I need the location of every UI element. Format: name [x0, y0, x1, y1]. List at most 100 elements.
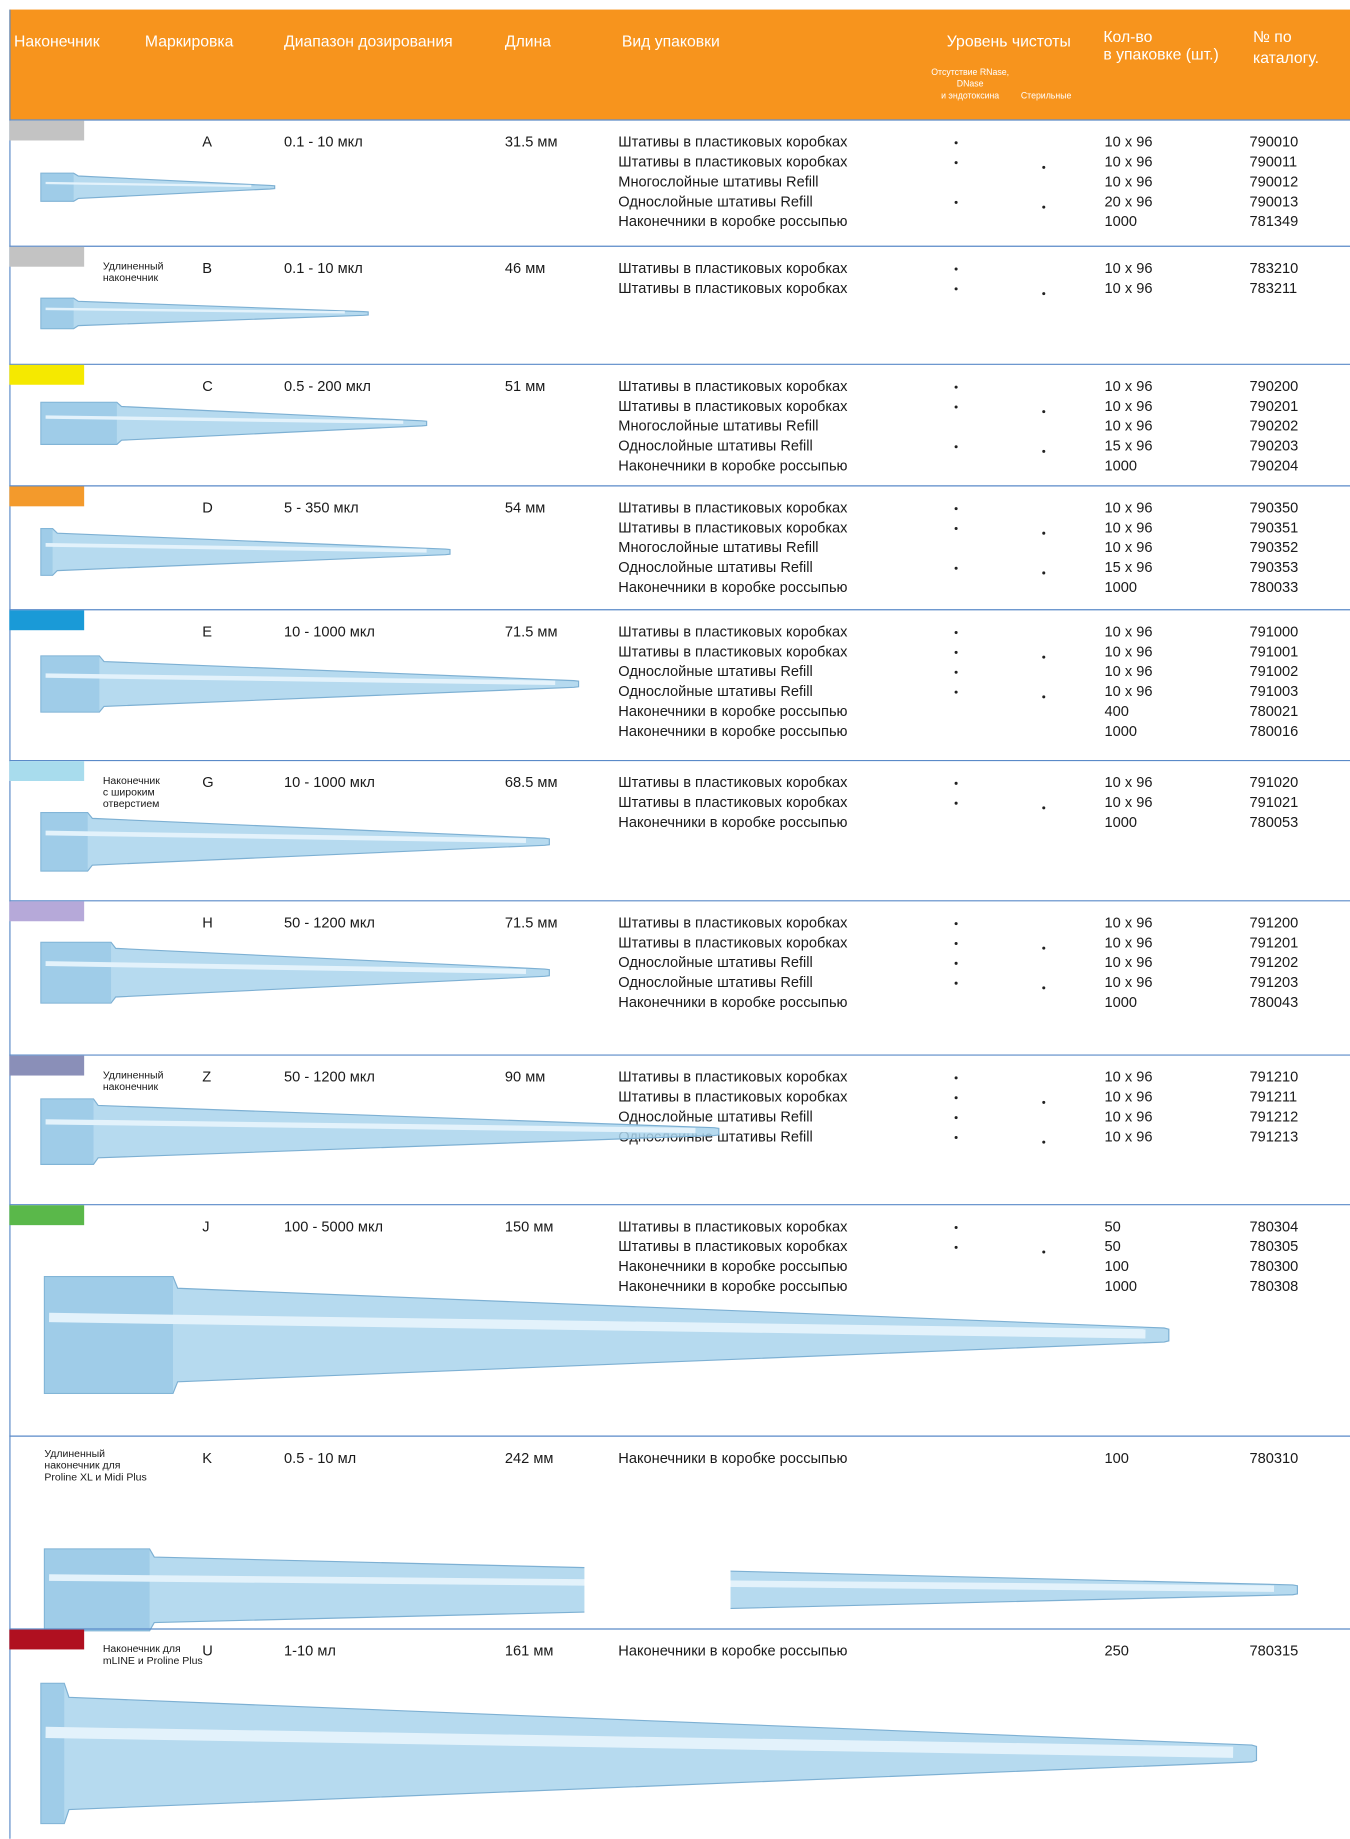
quantity: 10 x 96: [1105, 1070, 1153, 1086]
pipette-tip: [40, 172, 276, 202]
catalog-number: 790011: [1249, 155, 1297, 171]
rnase-dot: [954, 287, 958, 291]
catalog-number: 791020: [1249, 775, 1298, 791]
catalog-number: 791200: [1249, 915, 1298, 931]
package-type: Наконечники в коробке россыпью: [618, 724, 847, 740]
header-rnase: DNase: [957, 79, 984, 89]
sterile-dot: [1042, 946, 1046, 950]
tip-break: [584, 1546, 731, 1634]
range: 0.5 - 10 мл: [284, 1451, 356, 1467]
package-type: Штативы в пластиковых коробках: [618, 501, 848, 517]
catalog-number: 790350: [1249, 501, 1298, 517]
package-type: Штативы в пластиковых коробках: [618, 1090, 848, 1106]
sterile-dot: [1042, 449, 1046, 453]
marking: K: [202, 1451, 212, 1467]
catalog-number: 780016: [1249, 724, 1298, 740]
range: 10 - 1000 мкл: [284, 775, 375, 791]
quantity: 1000: [1105, 458, 1138, 474]
quantity: 10 x 96: [1105, 975, 1153, 991]
catalog-number: 791021: [1249, 795, 1298, 811]
package-type: Штативы в пластиковых коробках: [618, 915, 848, 931]
color-swatch: [9, 1205, 85, 1226]
range: 10 - 1000 мкл: [284, 624, 375, 640]
quantity: 1000: [1105, 995, 1138, 1011]
catalog-number: 791203: [1249, 975, 1298, 991]
sterile-dot: [1042, 571, 1046, 575]
marking: A: [202, 135, 212, 151]
rnase-dot: [954, 1076, 958, 1080]
header-qty: в упаковке (шт.): [1103, 46, 1218, 63]
package-type: Однослойные штативы Refill: [618, 1109, 813, 1125]
tip-highlight: [45, 415, 404, 424]
rnase-dot: [954, 1225, 958, 1230]
header-band: [9, 9, 1350, 120]
quantity: 100: [1105, 1259, 1129, 1275]
catalog-number: 791000: [1249, 624, 1298, 640]
pipette-tip: [40, 297, 369, 330]
catalog-number: 791001: [1249, 644, 1298, 660]
catalog-number: 790204: [1249, 458, 1298, 474]
quantity: 10 x 96: [1105, 419, 1153, 435]
catalog-number: 780315: [1249, 1644, 1298, 1660]
quantity: 1000: [1105, 580, 1138, 596]
length: 51 мм: [505, 379, 545, 395]
package-type: Наконечники в коробке россыпью: [618, 815, 847, 831]
quantity: 10 x 96: [1105, 644, 1153, 660]
quantity: 1000: [1105, 214, 1138, 230]
header-range: Диапазон дозирования: [284, 33, 453, 50]
sterile-dot: [1042, 1100, 1046, 1104]
catalog-number: 780305: [1249, 1239, 1298, 1255]
quantity: 10 x 96: [1105, 664, 1153, 680]
color-swatch: [9, 364, 85, 385]
rnase-dot: [954, 961, 958, 965]
package-type: Однослойные штативы Refill: [618, 560, 813, 576]
tip-collar: [40, 528, 53, 576]
package-type: Штативы в пластиковых коробках: [618, 624, 848, 640]
rnase-dot: [954, 200, 958, 204]
catalog-number: 780300: [1249, 1259, 1298, 1275]
rnase-dot: [954, 922, 958, 926]
tip-highlight: [45, 961, 527, 974]
catalog-number: 791202: [1249, 955, 1298, 971]
tip-collar: [40, 942, 112, 1004]
quantity: 250: [1105, 1644, 1129, 1660]
length: 150 мм: [505, 1219, 554, 1235]
header-tip: Наконечник: [14, 33, 100, 50]
catalog-number: 790200: [1249, 379, 1298, 395]
length: 46 мм: [505, 261, 545, 277]
rnase-dot: [954, 141, 958, 145]
header-catalog: № по: [1253, 29, 1292, 46]
header-rnase: Отсутствие RNase,: [931, 67, 1009, 77]
package-type: Многослойные штативы Refill: [618, 174, 818, 190]
catalog-number: 781349: [1249, 214, 1298, 230]
tip-note: наконечник для: [44, 1460, 120, 1472]
catalog-number: 791002: [1249, 664, 1298, 680]
catalog-number: 780053: [1249, 815, 1298, 831]
quantity: 10 x 96: [1105, 261, 1153, 277]
sterile-dot: [1042, 410, 1046, 414]
sterile-dot: [1042, 292, 1046, 296]
header-rnase: и эндотоксина: [941, 90, 999, 100]
marking: D: [202, 501, 213, 517]
quantity: 10 x 96: [1105, 399, 1153, 415]
quantity: 100: [1105, 1451, 1129, 1467]
quantity: 10 x 96: [1105, 775, 1153, 791]
quantity: 1000: [1105, 815, 1138, 831]
package-type: Однослойные штативы Refill: [618, 439, 813, 455]
rnase-dot: [954, 981, 958, 985]
quantity: 15 x 96: [1105, 439, 1153, 455]
color-swatch: [9, 1629, 85, 1650]
length: 54 мм: [505, 501, 545, 517]
catalog-number: 791212: [1249, 1109, 1298, 1125]
tip-note: Наконечник: [103, 775, 160, 787]
header-package: Вид упаковки: [622, 33, 720, 50]
catalog-number: 791003: [1249, 684, 1298, 700]
color-swatch: [9, 901, 85, 922]
package-type: Штативы в пластиковых коробках: [618, 379, 848, 395]
package-type: Однослойные штативы Refill: [618, 955, 813, 971]
catalog-number: 790202: [1249, 419, 1298, 435]
length: 161 мм: [505, 1644, 554, 1660]
rnase-dot: [954, 445, 958, 449]
package-type: Наконечники в коробке россыпью: [618, 1451, 847, 1467]
catalog-number: 780033: [1249, 580, 1298, 596]
